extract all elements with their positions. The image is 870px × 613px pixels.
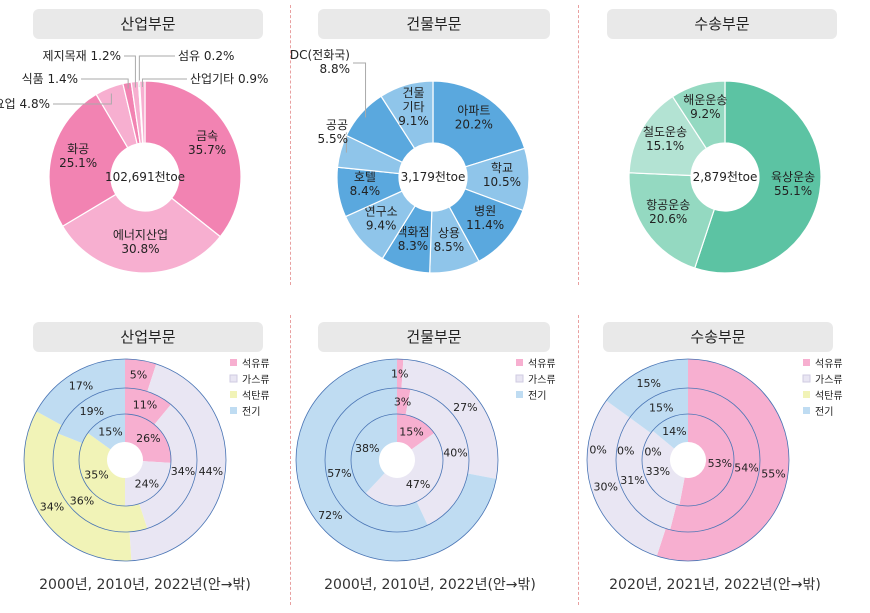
legend-swatch bbox=[803, 391, 810, 398]
ring-value-label: 26% bbox=[136, 432, 160, 445]
ring-value-label: 47% bbox=[406, 478, 430, 491]
ring-value-label: 34% bbox=[40, 500, 64, 513]
legend-label: 전기 bbox=[528, 390, 546, 402]
chart-title: 건물부문 bbox=[318, 9, 550, 39]
legend-swatch bbox=[803, 375, 810, 382]
ring-value-label: 24% bbox=[135, 477, 159, 490]
ring-value-label: 14% bbox=[662, 425, 686, 438]
ring-value-label: 35% bbox=[84, 469, 108, 482]
chart-caption: 2020년, 2021년, 2022년(안→밖) bbox=[590, 574, 840, 594]
slice-label: 아파트 20.2% bbox=[455, 103, 493, 131]
slice-label: 육상운송 55.1% bbox=[771, 170, 815, 198]
slice-label: 공공 5.5% bbox=[318, 118, 349, 146]
slice-label: 산업기타 0.9% bbox=[190, 72, 268, 86]
slice-label: 항공운송 20.6% bbox=[646, 198, 690, 226]
slice-label: 호텔 8.4% bbox=[350, 170, 381, 198]
ring-value-label: 1% bbox=[391, 368, 408, 381]
ring-value-label: 31% bbox=[620, 474, 644, 487]
ring-value-label: 5% bbox=[130, 369, 147, 382]
center-total-label: 2,879천toe bbox=[693, 169, 758, 184]
ring-value-label: 72% bbox=[318, 509, 342, 522]
ring-value-label: 40% bbox=[443, 447, 467, 460]
ring-value-label: 38% bbox=[355, 442, 379, 455]
ring-value-label: 15% bbox=[399, 425, 423, 438]
chart-caption: 2000년, 2010년, 2022년(안→밖) bbox=[305, 574, 555, 594]
ring-value-label: 15% bbox=[98, 425, 122, 438]
ring-value-label: 27% bbox=[453, 401, 477, 414]
legend-label: 전기 bbox=[242, 406, 260, 418]
slice-label: IDC(전화국) 8.8% bbox=[290, 48, 350, 76]
ring-value-label: 15% bbox=[649, 401, 673, 414]
ring-value-label: 53% bbox=[708, 457, 732, 470]
industry-donut-chart: 금속35.7%에너지산업30.8%화공25.1%요업 4.8%식품 1.4%제지… bbox=[0, 45, 290, 285]
ring-value-label: 44% bbox=[199, 465, 223, 478]
ring-value-label: 0% bbox=[589, 443, 606, 456]
slice-label: 제지목재 1.2% bbox=[43, 49, 121, 63]
legend-label: 석탄류 bbox=[815, 390, 843, 402]
legend-swatch bbox=[803, 359, 810, 366]
legend-label: 가스류 bbox=[242, 374, 270, 386]
slice-label: 건물 기타 9.1% bbox=[398, 86, 429, 128]
ring-value-label: 36% bbox=[70, 494, 94, 507]
transport-ring-chart: 53%33%0%14%54%31%0%15%55%30%0%15%석유류가스류석… bbox=[578, 355, 870, 570]
legend-label: 가스류 bbox=[528, 374, 556, 386]
chart-title: 산업부문 bbox=[33, 9, 263, 39]
legend-swatch bbox=[230, 407, 237, 414]
chart-title: 수송부문 bbox=[603, 322, 833, 352]
slice-label: 요업 4.8% bbox=[0, 97, 50, 111]
ring-value-label: 3% bbox=[394, 395, 411, 408]
center-total-label: 102,691천toe bbox=[105, 169, 185, 184]
legend-swatch bbox=[803, 407, 810, 414]
ring-value-label: 57% bbox=[327, 467, 351, 480]
transport-donut-chart: 육상운송 55.1%항공운송 20.6%철도운송 15.1%해운운송 9.2%2,879… bbox=[578, 45, 870, 285]
industry-ring-chart: 26% 24% 35% 15% 11% 34% 36% 19% 5% 44% 34% 17% 석유류가스… bbox=[0, 355, 290, 570]
legend-label: 석유류 bbox=[815, 358, 843, 370]
chart-title: 수송부문 bbox=[607, 9, 837, 39]
legend-swatch bbox=[230, 359, 237, 366]
legend-label: 석탄류 bbox=[242, 390, 270, 402]
chart-title: 건물부문 bbox=[318, 322, 550, 352]
legend-label: 석유류 bbox=[242, 358, 270, 370]
leader-line bbox=[353, 63, 366, 117]
ring-value-label: 54% bbox=[734, 461, 758, 474]
legend-label: 석유류 bbox=[528, 358, 556, 370]
ring-value-label: 19% bbox=[80, 405, 104, 418]
slice-label: 상용 8.5% bbox=[434, 226, 465, 254]
ring-value-label: 15% bbox=[637, 377, 661, 390]
ring-value-label: 30% bbox=[594, 481, 618, 494]
legend-label: 가스류 bbox=[815, 374, 843, 386]
legend-swatch bbox=[230, 391, 237, 398]
center-total-label: 3,179천toe bbox=[401, 169, 466, 184]
slice-label: 백화점 8.3% bbox=[396, 225, 429, 253]
ring-value-label: 55% bbox=[761, 468, 785, 481]
ring-value-label: 33% bbox=[646, 465, 670, 478]
slice-label: 연구소 9.4% bbox=[365, 205, 398, 233]
ring-value-label: 17% bbox=[69, 380, 93, 393]
ring-value-label: 11% bbox=[133, 398, 157, 411]
slice-label: 섬유 0.2% bbox=[178, 49, 234, 63]
chart-title: 산업부문 bbox=[33, 322, 263, 352]
ring-value-label: 34% bbox=[171, 465, 195, 478]
legend-swatch bbox=[516, 391, 523, 398]
slice-label: 철도운송 15.1% bbox=[643, 125, 687, 153]
slice-label: 식품 1.4% bbox=[22, 72, 78, 86]
legend-swatch bbox=[516, 375, 523, 382]
legend-label: 전기 bbox=[815, 406, 833, 418]
building-donut-chart: 아파트 20.2% 학교 10.5% 병원 11.4%상용 8.5%백화점 8.3%연구소 9.… bbox=[290, 45, 578, 285]
legend-swatch bbox=[516, 359, 523, 366]
chart-caption: 2000년, 2010년, 2022년(안→밖) bbox=[20, 574, 270, 594]
ring-value-label: 0% bbox=[617, 445, 634, 458]
ring-value-label: 0% bbox=[644, 445, 661, 458]
legend-swatch bbox=[230, 375, 237, 382]
